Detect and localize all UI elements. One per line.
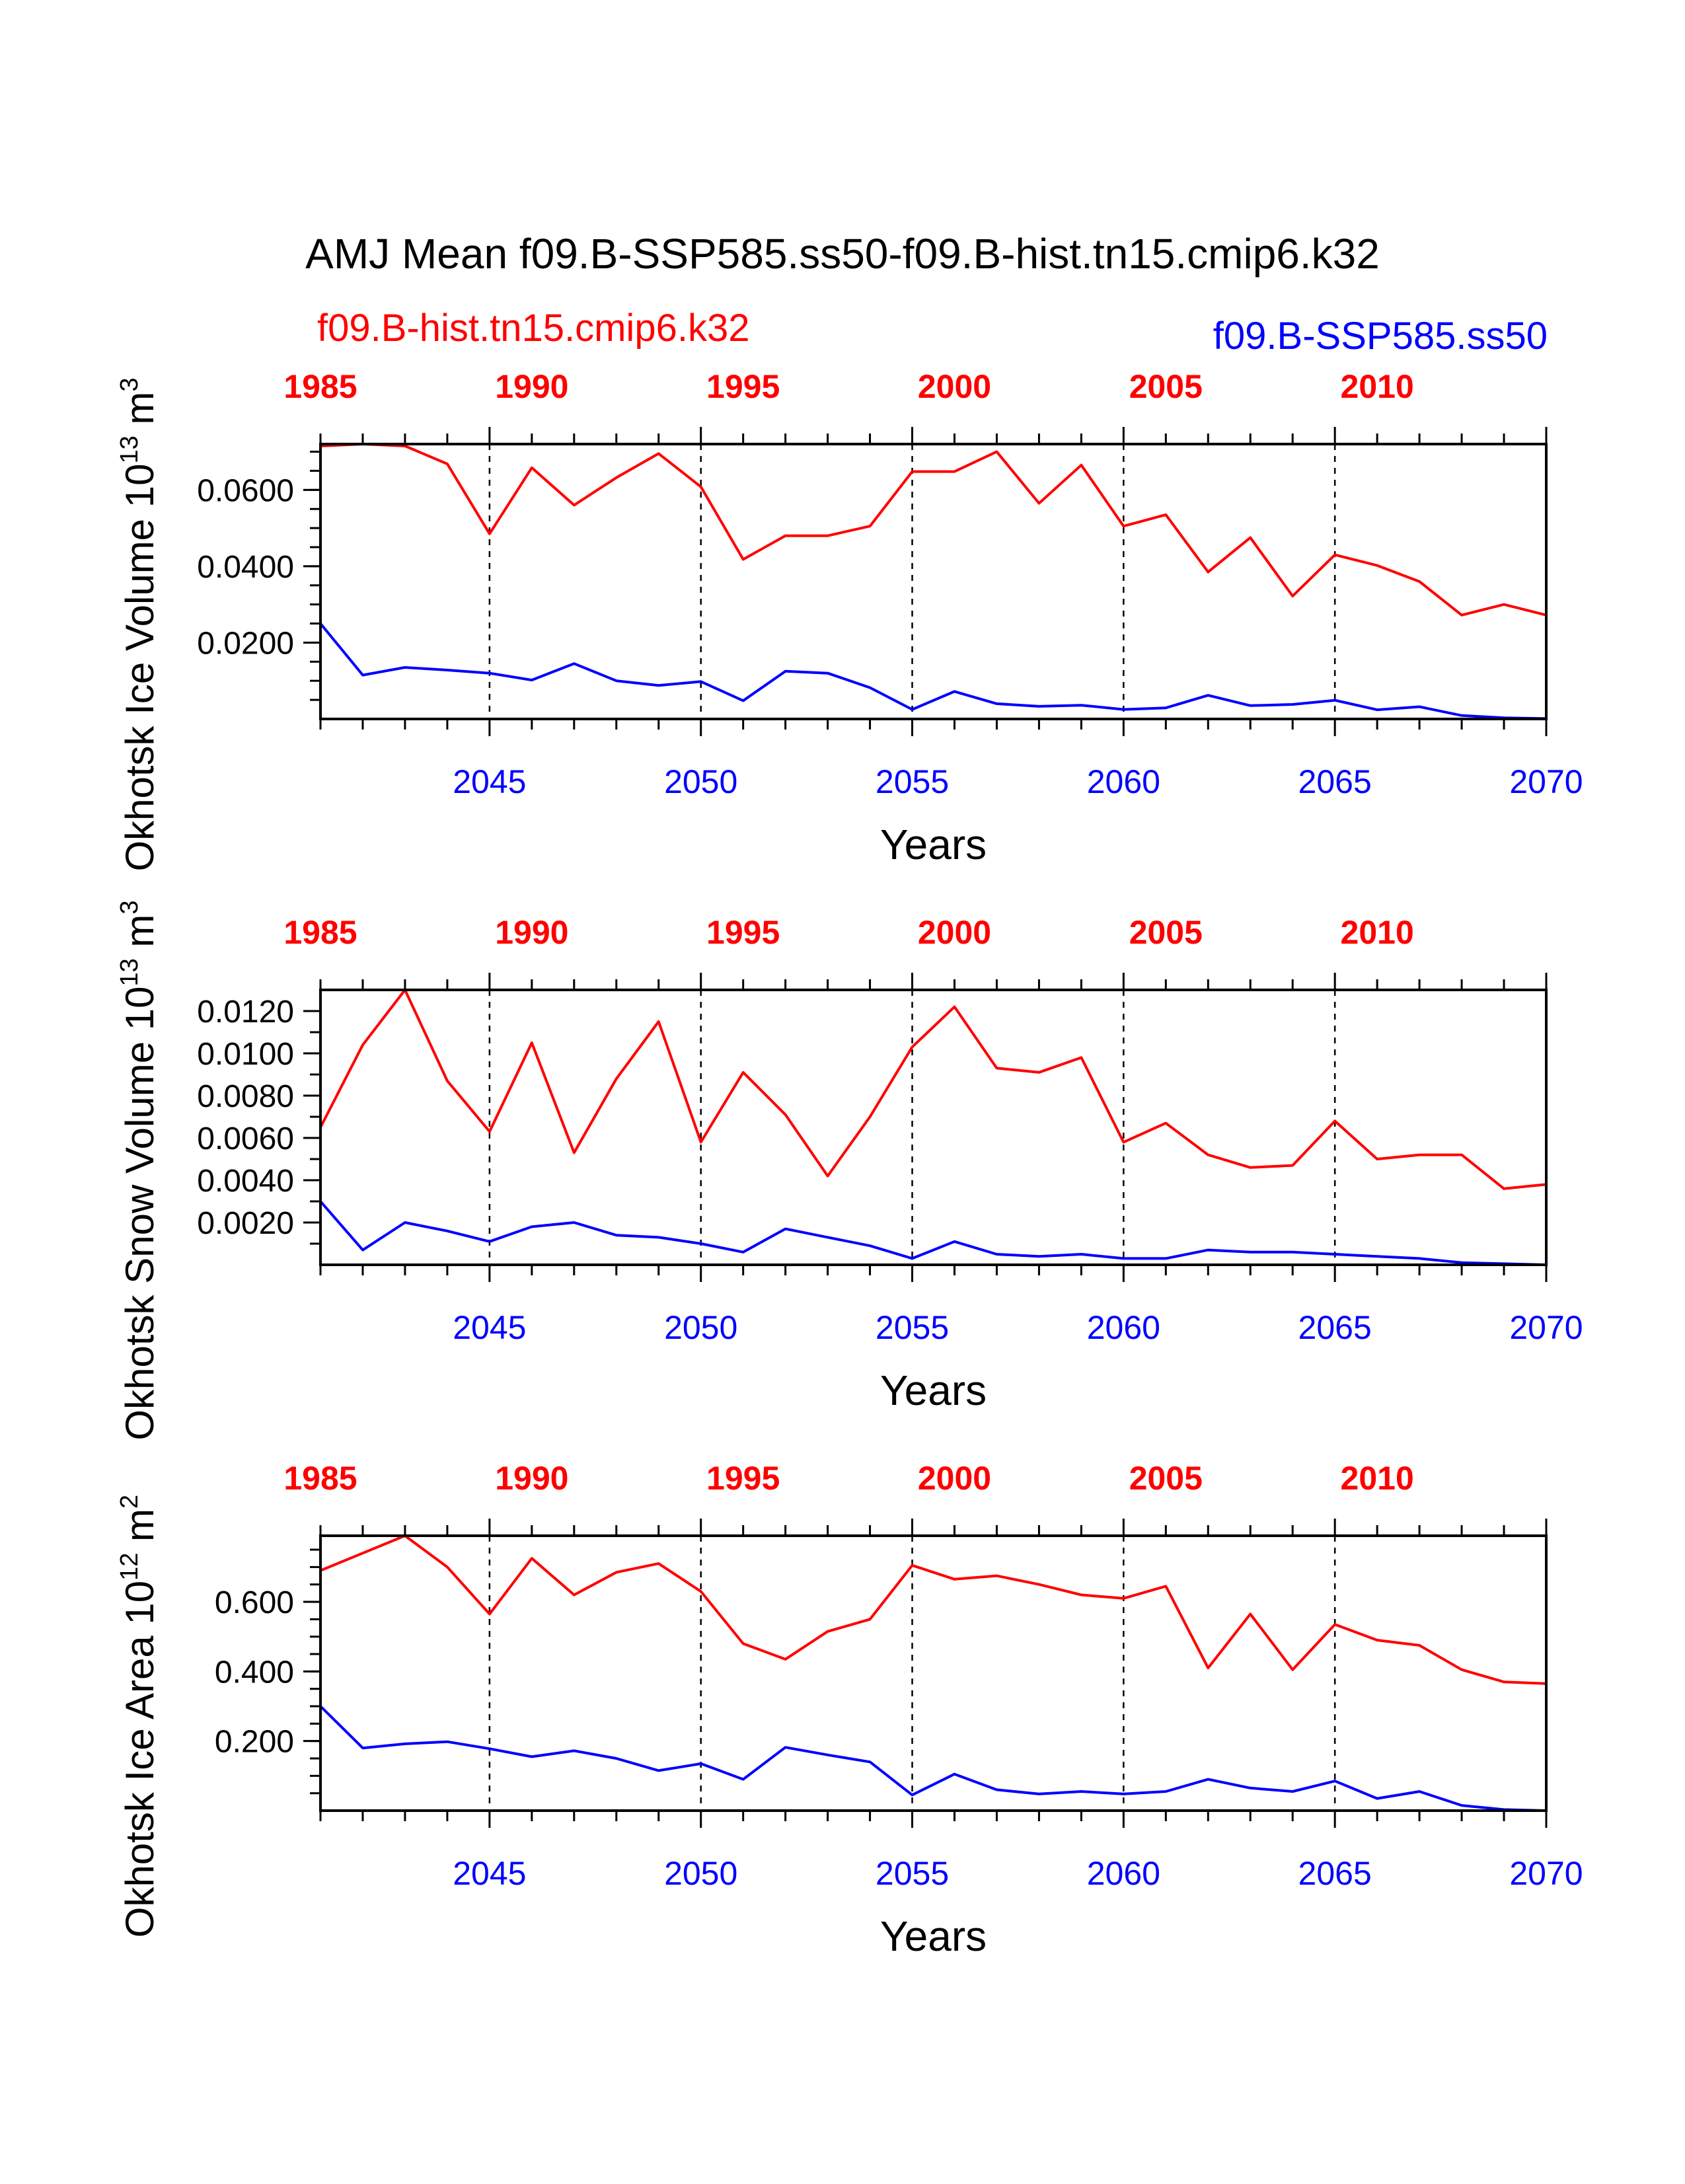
plot-frame xyxy=(319,1534,1548,1812)
xtick-label-bottom-2055: 2055 xyxy=(876,763,949,800)
xtick-label-bottom-2065: 2065 xyxy=(1298,763,1372,800)
y-axis-label-ylabel-exp: 13 xyxy=(116,958,143,986)
y-axis-label-ylabel-unit-exp: 3 xyxy=(116,900,143,914)
xtick-label-bottom-2060: 2060 xyxy=(1087,1855,1160,1892)
xtick-label-bottom-2050: 2050 xyxy=(664,1309,737,1346)
ytick-label: 0.0020 xyxy=(197,1206,294,1241)
plot-frame xyxy=(319,443,1548,720)
y-axis-label-ylabel-unit: m xyxy=(118,915,162,959)
y-axis-label-ylabel-exp: 12 xyxy=(116,1553,143,1581)
xtick-label-bottom-2045: 2045 xyxy=(453,1309,526,1346)
legend-ssp: f09.B-SSP585.ss50 xyxy=(1213,315,1548,358)
y-axis-label-ylabel-main: Okhotsk Ice Volume 10 xyxy=(118,464,162,872)
xtick-label-top-2000: 2000 xyxy=(918,368,991,405)
y-axis-label: Okhotsk Snow Volume 1013 m3 xyxy=(116,900,162,1440)
xtick-label-bottom-2070: 2070 xyxy=(1509,763,1583,800)
y-axis-label-ylabel-main: Okhotsk Snow Volume 10 xyxy=(118,987,162,1441)
panel-3: 2045 2050 2055 2060 2065 2070 1985 1990 1995 2000… xyxy=(116,1460,1583,1960)
xtick-label-top-1990: 1990 xyxy=(495,368,568,405)
ytick-label: 0.0040 xyxy=(197,1164,294,1199)
y-axis-label-ylabel-main: Okhotsk Ice Area 10 xyxy=(118,1581,162,1938)
ytick-label: 0.0120 xyxy=(197,995,294,1030)
x-axis-label: Years xyxy=(880,1367,987,1414)
xtick-label-bottom-2050: 2050 xyxy=(664,1855,737,1892)
xtick-label-bottom-2045: 2045 xyxy=(453,1855,526,1892)
ytick-label: 0.200 xyxy=(215,1725,294,1760)
y-axis-label-ylabel-unit-exp: 3 xyxy=(116,377,143,391)
y-axis-label: Okhotsk Ice Volume 1013 m3 xyxy=(116,377,162,871)
xtick-label-bottom-2065: 2065 xyxy=(1298,1309,1372,1346)
panels: 2045 2050 2055 2060 2065 2070 1985 1990 1995 2000… xyxy=(116,368,1583,1960)
xtick-label-top-2010: 2010 xyxy=(1341,368,1414,405)
ytick-label: 0.400 xyxy=(215,1655,294,1690)
xtick-label-top-1990: 1990 xyxy=(495,1460,568,1497)
xtick-label-bottom-2065: 2065 xyxy=(1298,1855,1372,1892)
y-axis-label: Okhotsk Ice Area 1012 m2 xyxy=(116,1495,162,1938)
xtick-label-top-2005: 2005 xyxy=(1129,1460,1203,1497)
y-axis-label-ylabel-unit-exp: 2 xyxy=(116,1495,143,1509)
y-axis-label-ylabel-unit: m xyxy=(118,392,162,436)
xtick-label-top-2000: 2000 xyxy=(918,1460,991,1497)
xtick-label-top-2005: 2005 xyxy=(1129,914,1203,951)
xtick-label-top-1985: 1985 xyxy=(283,914,357,951)
ytick-label: 0.600 xyxy=(215,1585,294,1620)
xtick-label-top-2010: 2010 xyxy=(1341,914,1414,951)
xtick-label-top-1995: 1995 xyxy=(706,368,780,405)
series-hist xyxy=(320,1534,1547,1685)
series-ssp xyxy=(319,1705,1547,1812)
xtick-label-bottom-2050: 2050 xyxy=(664,763,737,800)
ytick-label: 0.0080 xyxy=(197,1079,294,1114)
ytick-label: 0.0200 xyxy=(197,626,294,661)
xtick-label-top-2005: 2005 xyxy=(1129,368,1203,405)
series-ssp xyxy=(319,1200,1547,1266)
y-axis-label-ylabel-unit: m xyxy=(118,1509,162,1553)
plot-frame xyxy=(319,989,1548,1266)
xtick-label-bottom-2055: 2055 xyxy=(876,1309,949,1346)
ytick-label: 0.0100 xyxy=(197,1037,294,1072)
xtick-label-bottom-2060: 2060 xyxy=(1087,763,1160,800)
figure-title: AMJ Mean f09.B-SSP585.ss50-f09.B-hist.tn… xyxy=(305,230,1380,278)
y-axis-label-ylabel-exp: 13 xyxy=(116,435,143,463)
series-hist xyxy=(320,443,1547,617)
panel-2: 2045 2050 2055 2060 2065 2070 1985 1990 1995 2000… xyxy=(116,900,1583,1440)
xtick-label-top-2000: 2000 xyxy=(918,914,991,951)
xtick-label-top-1985: 1985 xyxy=(283,368,357,405)
series-ssp xyxy=(319,622,1547,720)
xtick-label-top-1985: 1985 xyxy=(283,1460,357,1497)
ytick-label: 0.0600 xyxy=(197,473,294,508)
series-hist xyxy=(319,989,1547,1190)
ytick-label: 0.0400 xyxy=(197,550,294,585)
xtick-label-top-1995: 1995 xyxy=(706,1460,780,1497)
xtick-label-bottom-2060: 2060 xyxy=(1087,1309,1160,1346)
xtick-label-top-2010: 2010 xyxy=(1341,1460,1414,1497)
xtick-label-top-1995: 1995 xyxy=(706,914,780,951)
xtick-label-bottom-2070: 2070 xyxy=(1509,1855,1583,1892)
xtick-label-bottom-2055: 2055 xyxy=(876,1855,949,1892)
x-axis-label: Years xyxy=(880,821,987,868)
legend-hist: f09.B-hist.tn15.cmip6.k32 xyxy=(317,307,749,350)
ytick-label: 0.0060 xyxy=(197,1121,294,1156)
xtick-label-bottom-2045: 2045 xyxy=(453,763,526,800)
x-axis-label: Years xyxy=(880,1912,987,1960)
panel-1: 2045 2050 2055 2060 2065 2070 1985 1990 1995 2000… xyxy=(116,368,1583,872)
xtick-label-bottom-2070: 2070 xyxy=(1509,1309,1583,1346)
xtick-label-top-1990: 1990 xyxy=(495,914,568,951)
